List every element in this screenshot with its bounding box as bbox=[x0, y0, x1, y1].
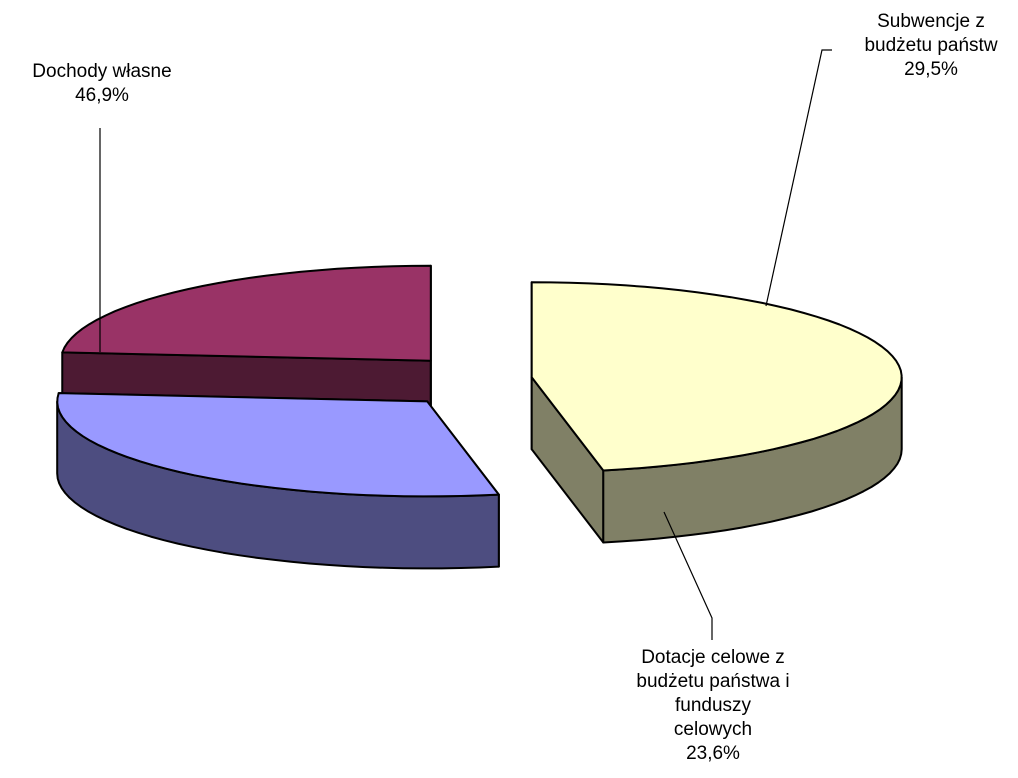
slice-top-face bbox=[61, 264, 432, 362]
slice-label-text: Dotacje celowe z bbox=[641, 647, 785, 668]
slice-label-dotacje-celowe: Dotacje celowe z budżetu państwa i fundu… bbox=[596, 646, 830, 766]
slice-label-text: budżetu państw bbox=[864, 35, 998, 56]
pie-slice-0 bbox=[530, 281, 903, 544]
slice-label-text: celowych bbox=[673, 719, 753, 740]
slice-label-text: funduszy bbox=[674, 695, 752, 716]
slice-value-label: 23,6% bbox=[686, 743, 740, 764]
slice-top-face bbox=[56, 392, 500, 498]
pie-slice-1 bbox=[56, 392, 500, 570]
slice-label-dochody-wlasne: Dochody własne 46,9% bbox=[6, 60, 198, 108]
leader-line-1 bbox=[765, 49, 832, 307]
slice-label-subwencje: Subwencje z budżetu państw 29,5% bbox=[836, 10, 1018, 82]
slice-label-text: Subwencje z bbox=[877, 11, 985, 32]
slice-top-face bbox=[530, 281, 903, 472]
slice-label-text: Dochody własne bbox=[32, 61, 172, 82]
slice-label-text: budżetu państwa i bbox=[636, 671, 790, 692]
slice-value-label: 29,5% bbox=[904, 59, 958, 80]
leader-line-2 bbox=[663, 511, 713, 640]
slice-value-label: 46,9% bbox=[75, 85, 129, 106]
